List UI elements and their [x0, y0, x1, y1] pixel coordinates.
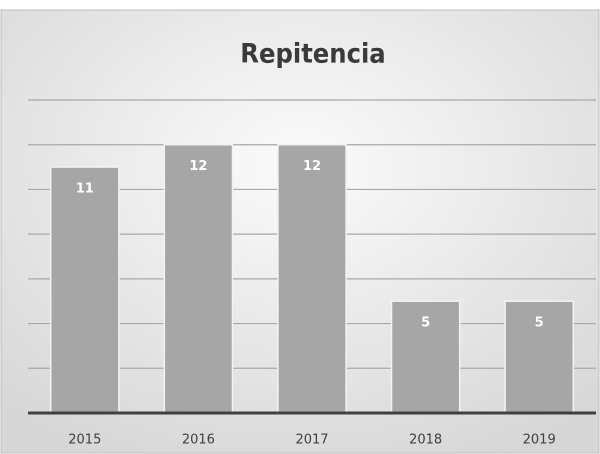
x-tick-label: 2015 [68, 433, 101, 448]
value-label: 12 [189, 159, 207, 174]
value-label: 5 [535, 316, 544, 331]
value-label: 12 [303, 159, 321, 174]
chart-title: Repitencia [240, 39, 385, 70]
x-tick-label: 2018 [409, 433, 442, 448]
bars: 2015 11 2016 12 2017 12 2018 5 2019 5 [28, 143, 596, 448]
bar [504, 300, 575, 414]
bar [163, 143, 234, 414]
value-label: 5 [421, 316, 430, 331]
bar [49, 166, 120, 414]
bar [277, 143, 347, 414]
value-label: 11 [76, 182, 94, 197]
x-tick-label: 2017 [295, 433, 328, 448]
x-tick-label: 2019 [523, 433, 556, 448]
x-tick-label: 2016 [182, 433, 215, 448]
bar [390, 300, 461, 414]
